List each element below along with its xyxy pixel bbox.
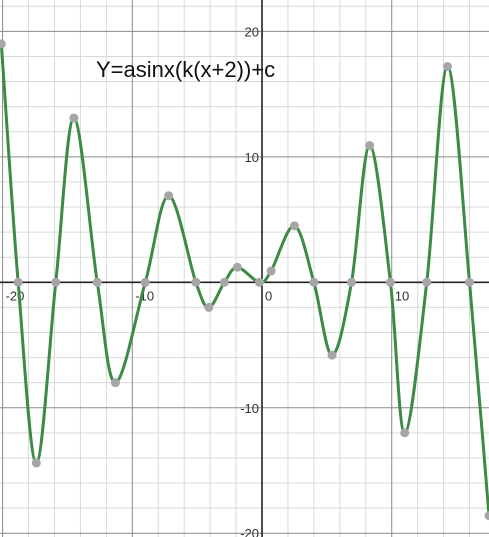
data-point (0, 39, 6, 49)
data-point (266, 266, 276, 276)
data-point (204, 302, 214, 312)
data-point (365, 141, 375, 151)
x-tick-label: -10 (135, 288, 154, 303)
curve-group (0, 43, 489, 516)
data-point (309, 277, 319, 287)
x-tick-label: 10 (395, 288, 409, 303)
data-point (254, 277, 264, 287)
x-tick-label: -20 (6, 288, 25, 303)
data-point (164, 191, 174, 201)
y-tick-label: 20 (245, 24, 259, 39)
data-point (484, 511, 489, 521)
data-point (442, 61, 452, 71)
data-point (385, 277, 395, 287)
data-point (69, 113, 79, 123)
data-point (13, 277, 23, 287)
data-point (51, 277, 61, 287)
data-point (465, 277, 475, 287)
data-point (31, 458, 41, 468)
chart-title: Y=asinx(k(x+2))+c (96, 57, 275, 82)
data-point (191, 277, 201, 287)
marker-group (0, 39, 489, 521)
data-point (110, 378, 120, 388)
y-tick-label: -10 (240, 401, 259, 416)
data-point (219, 277, 229, 287)
data-point (400, 428, 410, 438)
data-point (140, 277, 150, 287)
data-point (232, 262, 242, 272)
y-tick-label: 10 (245, 150, 259, 165)
data-point (422, 277, 432, 287)
data-point (327, 350, 337, 360)
series-line (0, 43, 489, 516)
data-point (92, 277, 102, 287)
y-tick-label: -20 (240, 526, 259, 537)
data-point (347, 277, 357, 287)
data-point (289, 221, 299, 231)
x-tick-label: 0 (265, 288, 272, 303)
